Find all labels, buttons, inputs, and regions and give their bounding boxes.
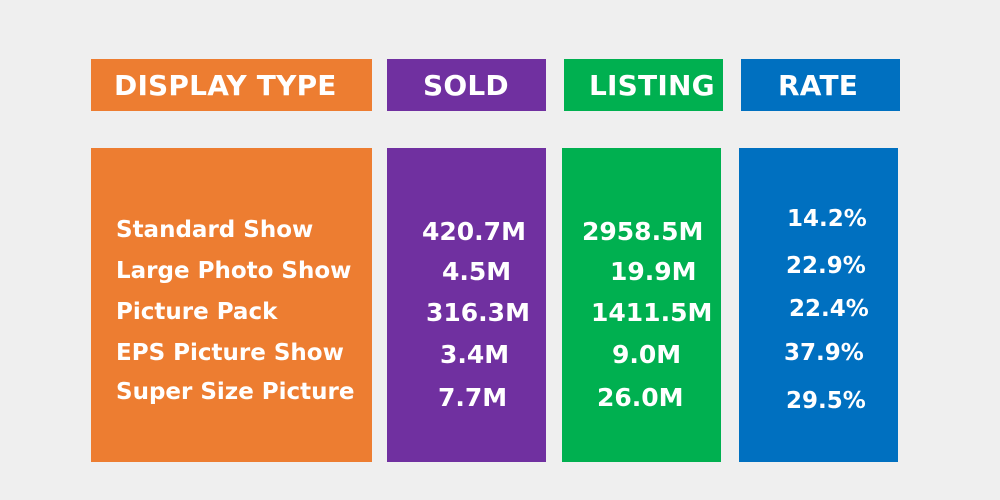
header-rate-label: RATE [778,68,859,102]
sold-cell: 420.7M [422,217,526,246]
display-type-cell: Large Photo Show [116,258,352,284]
rate-cell: 29.5% [786,388,866,414]
header-display-type-label: DISPLAY TYPE [114,68,337,102]
listing-column [562,148,721,462]
header-sold-label: SOLD [423,68,509,102]
rate-cell: 14.2% [787,206,867,232]
sold-cell: 7.7M [438,383,508,412]
sold-cell: 3.4M [440,340,510,369]
display-type-cell: Super Size Picture [116,379,355,405]
sold-cell: 316.3M [426,298,530,327]
listing-cell: 9.0M [612,340,682,369]
display-type-cell: Standard Show [116,217,314,243]
header-listing-label: LISTING [589,68,715,102]
rate-cell: 37.9% [784,340,864,366]
header-sold: SOLD [387,59,546,111]
header-display-type: DISPLAY TYPE [91,59,372,111]
rate-cell: 22.4% [789,296,869,322]
listing-cell: 2958.5M [582,217,704,246]
listing-cell: 19.9M [610,257,697,286]
sold-cell: 4.5M [442,257,512,286]
display-type-column [91,148,372,462]
sold-column [387,148,546,462]
header-listing: LISTING [564,59,723,111]
rate-cell: 22.9% [786,253,866,279]
display-type-cell: Picture Pack [116,299,278,325]
rate-column [739,148,898,462]
listing-cell: 26.0M [597,383,684,412]
header-rate: RATE [741,59,900,111]
listing-cell: 1411.5M [591,298,713,327]
display-type-cell: EPS Picture Show [116,340,344,366]
